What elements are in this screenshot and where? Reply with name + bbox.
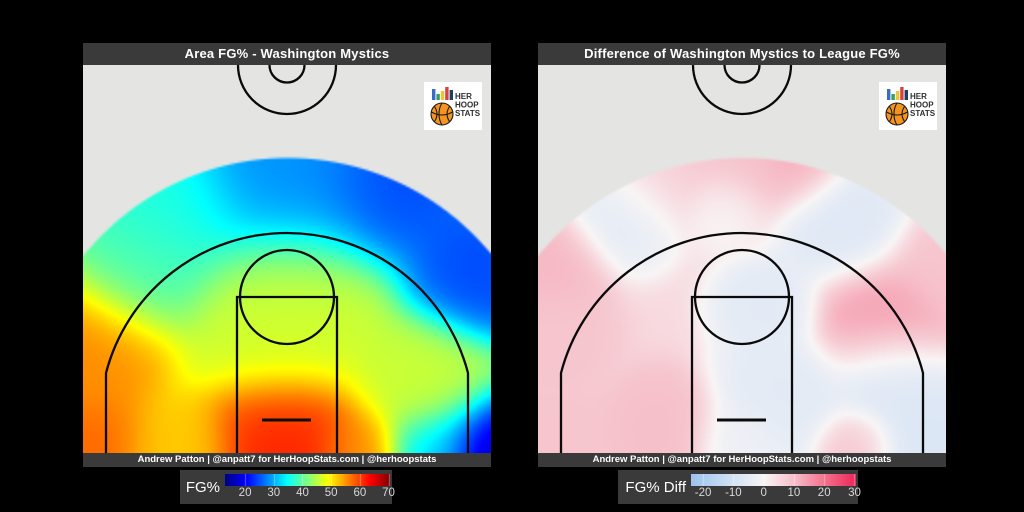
credit-text: Andrew Patton | @anpatt7 for HerHoopStat… (137, 454, 437, 465)
area-fg-chart: Area FG% - Washington Mystics (83, 43, 491, 467)
basketball-seams (431, 102, 453, 126)
lane-lines (690, 295, 794, 453)
legend-tick-label: 0 (760, 486, 767, 499)
basketball-icon (885, 102, 909, 126)
logo-bar-icon (891, 94, 895, 100)
legend-tick-label: 40 (296, 486, 309, 499)
colorbar-wrap: 20 30 40 50 60 70 (225, 473, 395, 501)
colorbar-ticks: -20 -10 0 10 20 30 (691, 486, 861, 501)
legend-label: FG% Diff (625, 478, 686, 496)
legend-tick-label: 20 (817, 486, 831, 499)
court-area: HER HOOP STATS (538, 65, 946, 453)
logo-text-stats: STATS (455, 109, 481, 118)
heatmap-canvas (83, 65, 491, 453)
halfcourt-inner-circle (268, 65, 306, 84)
basketball-icon (430, 102, 454, 126)
legend-tick-label: -10 (725, 486, 742, 499)
court-lines (559, 65, 925, 453)
herhoopstats-logo: HER HOOP STATS (879, 82, 937, 130)
logo-bar-icon (900, 87, 904, 100)
legend-tick-label: 30 (848, 486, 861, 499)
halfcourt-outer-circle (691, 65, 793, 116)
logo-bar-icon (449, 90, 453, 100)
legend-label: FG% (185, 478, 220, 496)
colorbar (691, 473, 856, 486)
legend-tick-label: 30 (267, 486, 281, 499)
chart-title: Difference of Washington Mystics to Leag… (584, 46, 900, 61)
herhoopstats-logo: HER HOOP STATS (424, 82, 482, 130)
fg-difference-chart: Difference of Washington Mystics to Leag… (538, 43, 946, 467)
chart-title: Area FG% - Washington Mystics (184, 46, 390, 61)
logo-bar-icon (904, 90, 908, 100)
fg-colorbar-legend: FG% 20 30 40 50 60 70 (180, 470, 395, 504)
credit-bar: Andrew Patton | @anpatt7 for HerHoopStat… (83, 453, 491, 467)
court-lines (104, 65, 470, 453)
court-area: HER HOOP STATS (83, 65, 491, 453)
free-throw-circle (693, 248, 791, 346)
colorbar-wrap: -20 -10 0 10 20 30 (691, 473, 861, 501)
credit-bar: Andrew Patton | @anpatt7 for HerHoopStat… (538, 453, 946, 467)
fg-diff-colorbar-legend: FG% Diff -20 -10 0 10 20 30 (618, 470, 861, 504)
heatmap-canvas (538, 65, 946, 453)
legend-tick-label: 10 (787, 486, 801, 499)
legend-tick-label: 60 (353, 486, 367, 499)
logo-text-her: HER (455, 92, 472, 101)
herhoopstats-logo-graphic: HER HOOP STATS (885, 87, 936, 126)
logo-bar-icon (440, 91, 445, 100)
legend-tick-label: 70 (382, 486, 395, 499)
chart-title-bar: Area FG% - Washington Mystics (83, 43, 491, 65)
logo-text-hoop: HOOP (455, 101, 479, 110)
credit-text: Andrew Patton | @anpatt7 for HerHoopStat… (592, 454, 892, 465)
logo-text-hoop: HOOP (910, 101, 934, 110)
lane-lines (235, 295, 339, 453)
logo-bar-icon (887, 89, 891, 100)
legend-tick-label: 50 (324, 486, 338, 499)
chart-title-bar: Difference of Washington Mystics to Leag… (538, 43, 946, 65)
logo-bar-icon (895, 91, 900, 100)
logo-bar-icon (436, 94, 440, 100)
three-point-line (559, 231, 925, 453)
colorbar (225, 473, 390, 486)
colorbar-ticks: 20 30 40 50 60 70 (225, 486, 395, 501)
logo-bar-icon (432, 89, 436, 100)
logo-bar-icon (445, 87, 449, 100)
logo-text-stats: STATS (910, 109, 936, 118)
herhoopstats-logo-graphic: HER HOOP STATS (430, 87, 481, 126)
three-point-line (104, 231, 470, 453)
legend-tick-label: -20 (694, 486, 712, 499)
halfcourt-inner-circle (723, 65, 761, 84)
logo-text-her: HER (910, 92, 927, 101)
halfcourt-outer-circle (236, 65, 338, 116)
basketball-seams (886, 102, 908, 126)
free-throw-circle (238, 248, 336, 346)
legend-tick-label: 20 (238, 486, 252, 499)
